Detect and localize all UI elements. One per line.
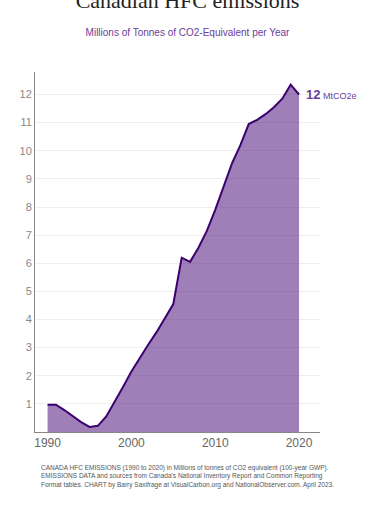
svg-text:12 MtCO2e: 12 MtCO2e [306, 87, 356, 102]
svg-text:2010: 2010 [202, 436, 229, 450]
svg-text:2: 2 [26, 370, 32, 382]
svg-text:12: 12 [20, 88, 32, 100]
svg-text:2020: 2020 [286, 436, 313, 450]
svg-text:8: 8 [26, 201, 32, 213]
svg-text:1990: 1990 [34, 436, 61, 450]
svg-text:10: 10 [20, 145, 32, 157]
svg-text:7: 7 [26, 229, 32, 241]
svg-text:9: 9 [26, 173, 32, 185]
svg-text:Canadian HFC emissionsMillions: Canadian HFC emissionsMillions of Tonnes… [76, 0, 300, 38]
svg-text:6: 6 [26, 257, 32, 269]
svg-text:2000: 2000 [118, 436, 145, 450]
svg-text:1: 1 [26, 398, 32, 410]
svg-text:11: 11 [20, 116, 31, 128]
svg-text:5: 5 [26, 285, 32, 297]
svg-text:CANADA HFC EMISSIONS (1990 to: CANADA HFC EMISSIONS (1990 to 2020) in M… [41, 464, 334, 489]
svg-text:4: 4 [26, 313, 32, 325]
svg-text:3: 3 [26, 341, 32, 353]
